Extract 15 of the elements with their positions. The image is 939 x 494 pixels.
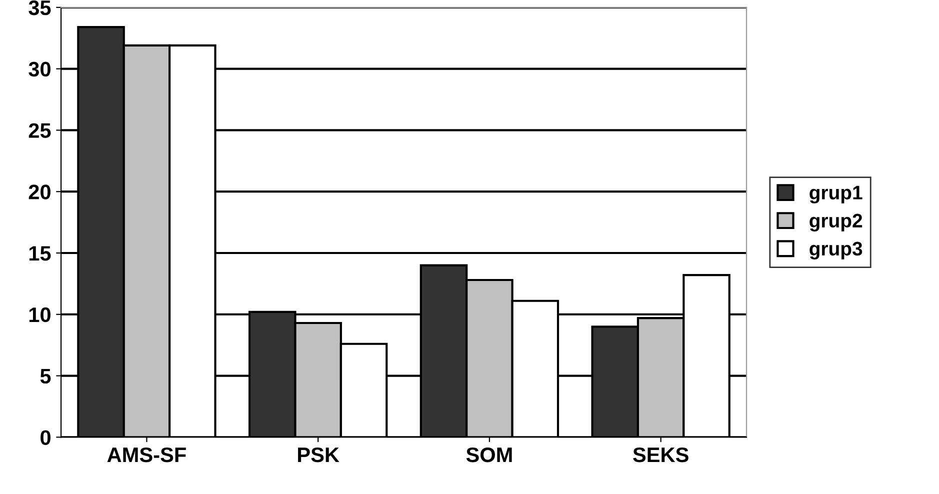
legend-label: grup2 xyxy=(810,214,862,232)
y-tick-label: 0 xyxy=(40,430,50,445)
y-tick-label: 5 xyxy=(40,369,51,384)
x-tick-label: SEKS xyxy=(633,447,688,462)
x-tick-label: SOM xyxy=(466,447,512,462)
y-tick-label: 20 xyxy=(28,184,50,200)
y-tick-label: 10 xyxy=(29,307,50,322)
x-tick-label: PSK xyxy=(298,447,340,462)
y-tick-label: 15 xyxy=(29,246,51,261)
y-tick-label: 30 xyxy=(28,62,50,77)
y-tick-label: 25 xyxy=(28,123,51,138)
y-tick-label: 35 xyxy=(28,0,51,16)
legend-label: grup3 xyxy=(810,242,862,260)
x-tick-label: AMS-SF xyxy=(107,447,186,462)
legend-label: grup1 xyxy=(810,186,862,204)
